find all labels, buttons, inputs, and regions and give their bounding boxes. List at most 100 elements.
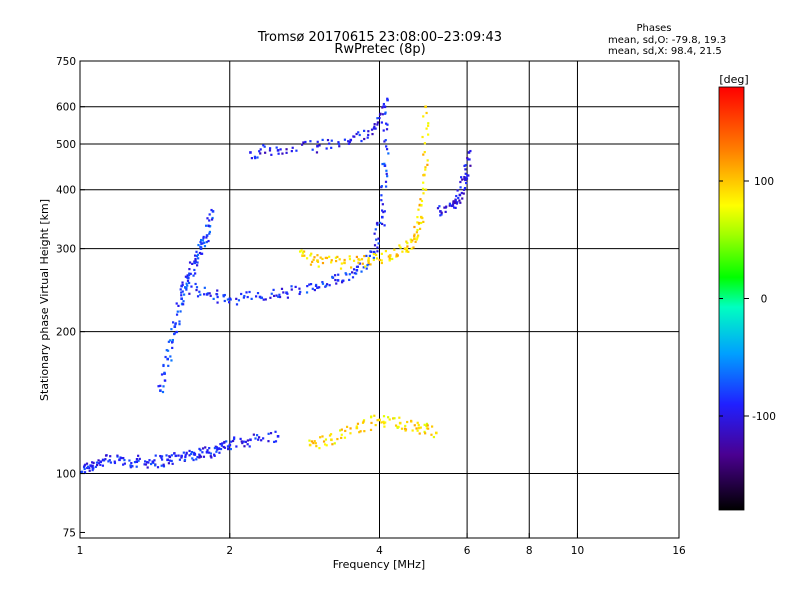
data-point: [276, 435, 280, 438]
data-point: [184, 454, 187, 457]
data-point: [328, 434, 332, 437]
data-point: [315, 445, 318, 448]
data-point: [235, 297, 238, 300]
data-point: [128, 459, 131, 462]
data-point: [467, 174, 470, 177]
data-point: [170, 454, 173, 457]
data-point: [466, 174, 469, 177]
data-point: [239, 437, 242, 440]
data-point: [203, 293, 206, 296]
data-point: [145, 461, 149, 464]
data-point: [129, 464, 132, 467]
data-point: [385, 169, 388, 172]
data-point: [460, 176, 463, 179]
data-point: [285, 148, 288, 151]
data-point: [170, 459, 173, 463]
data-point: [162, 463, 165, 466]
data-point: [343, 138, 347, 141]
data-point: [380, 252, 383, 255]
data-point: [309, 254, 312, 257]
data-point: [204, 224, 208, 227]
data-point: [202, 455, 206, 458]
data-point: [173, 452, 176, 455]
data-point: [237, 299, 241, 302]
data-point: [211, 216, 214, 220]
data-point: [324, 438, 328, 441]
data-point: [193, 452, 197, 456]
data-point: [330, 438, 333, 442]
data-point: [374, 127, 377, 130]
data-point: [339, 429, 342, 432]
data-point: [186, 276, 190, 280]
x-tick-label: 1: [77, 545, 84, 557]
data-point: [171, 462, 174, 465]
data-point: [109, 455, 112, 458]
data-point: [417, 423, 420, 427]
data-point: [144, 460, 147, 463]
data-point: [275, 146, 278, 149]
data-point: [202, 237, 205, 240]
data-point: [426, 424, 429, 427]
data-point: [314, 284, 318, 288]
data-point: [420, 204, 423, 207]
data-point: [204, 446, 207, 449]
x-tick-label: 4: [376, 545, 383, 557]
colorbar-tick-label: 0: [761, 294, 768, 306]
data-point: [422, 115, 425, 118]
data-point: [416, 421, 419, 424]
data-point: [170, 328, 173, 331]
data-point: [403, 247, 407, 251]
data-point: [312, 258, 315, 261]
data-point: [380, 259, 383, 262]
data-point: [282, 291, 285, 294]
data-point: [356, 422, 360, 425]
data-point: [268, 147, 272, 150]
data-point: [171, 338, 174, 342]
data-point: [324, 256, 327, 259]
data-point: [413, 225, 416, 229]
x-tick-label: 16: [672, 545, 686, 557]
data-point: [355, 255, 359, 259]
data-point: [358, 262, 361, 265]
data-point: [309, 263, 313, 266]
data-point: [340, 433, 343, 436]
data-point: [167, 462, 171, 465]
data-point: [373, 123, 376, 126]
data-point: [386, 97, 389, 100]
data-point: [325, 256, 329, 260]
data-point: [388, 418, 391, 421]
y-tick-label: 750: [56, 56, 76, 68]
data-point: [383, 425, 386, 428]
data-point: [180, 294, 183, 297]
data-point: [337, 273, 340, 276]
data-point: [364, 265, 367, 268]
data-point: [372, 256, 375, 259]
data-point: [260, 439, 263, 442]
data-point: [223, 446, 227, 449]
data-point: [308, 283, 311, 286]
data-point: [233, 436, 236, 439]
data-point: [464, 168, 467, 171]
data-point: [434, 431, 438, 435]
data-point: [313, 288, 316, 292]
data-point: [382, 420, 385, 423]
data-point: [464, 178, 467, 182]
data-point: [404, 424, 407, 428]
data-point: [419, 198, 422, 201]
data-point: [221, 442, 224, 445]
data-point: [325, 444, 328, 447]
data-point: [311, 148, 314, 151]
data-point: [195, 286, 199, 289]
data-point: [395, 254, 398, 257]
data-point: [349, 266, 353, 269]
data-point: [410, 240, 413, 244]
data-point: [330, 259, 333, 262]
data-point: [226, 298, 229, 301]
data-point: [101, 458, 105, 461]
data-point: [379, 112, 382, 115]
data-point: [383, 210, 386, 213]
data-point: [430, 425, 434, 428]
data-point: [345, 425, 349, 428]
data-point: [340, 262, 343, 265]
data-point: [182, 451, 185, 454]
